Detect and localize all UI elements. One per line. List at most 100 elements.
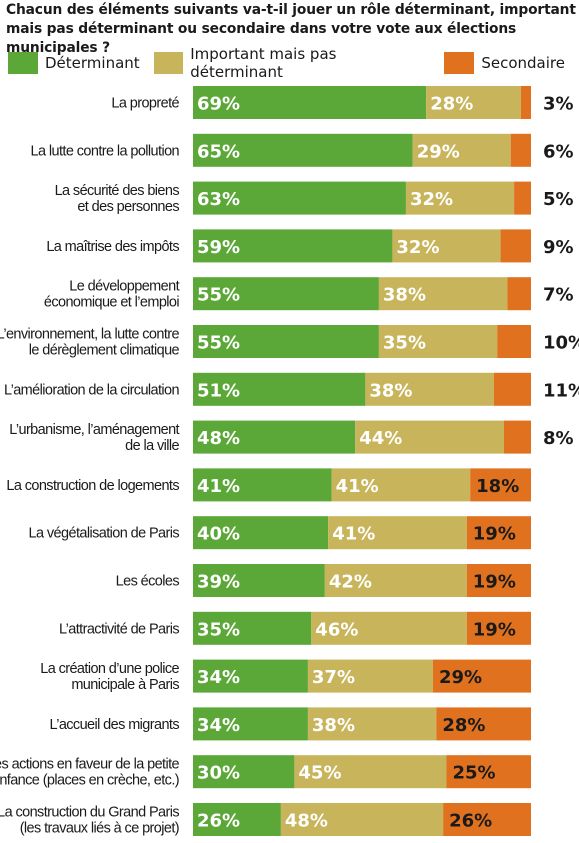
legend-swatch [153,52,184,74]
bar-segment [307,659,433,693]
data-label: 18% [476,476,519,497]
bar-segment [507,277,531,311]
data-label: 38% [383,285,426,306]
bar-segment [193,86,427,119]
data-label: 69% [197,94,240,115]
bar-segment [193,611,312,645]
data-label: 5% [543,189,574,210]
bar-segment [378,277,508,311]
category-label: et des personnes [77,199,179,215]
data-label: 55% [197,285,240,306]
bar-segment [311,611,467,645]
category-label: économique et l’emploi [44,295,179,311]
data-label: 26% [449,811,492,832]
data-label: 41% [336,476,379,497]
bar-segment [365,372,494,406]
bar-segment [510,133,531,167]
data-label: 63% [197,189,240,210]
data-label: 11% [543,380,579,401]
bar-segment [193,803,281,836]
category-label: L’urbanisme, l’aménagement [9,422,179,438]
data-label: 6% [543,141,574,162]
bar-segment [446,755,531,789]
bar-segment [193,564,325,597]
data-label: 41% [332,524,375,545]
bar-segment [331,468,471,502]
bar-segment [193,229,393,263]
category-label: L’environnement, la lutte contre [0,327,180,343]
data-label: 38% [369,380,412,401]
data-label: 38% [312,715,355,736]
data-label: 35% [197,619,240,640]
bar-segment [466,516,531,550]
bar-segment [193,707,308,741]
bar-segment [436,707,531,741]
category-label: Les actions en faveur de la petite [0,757,180,773]
bar-segment [193,133,413,167]
data-label: 55% [197,333,240,354]
bar-segment [193,755,295,789]
bar-segment [307,707,437,741]
data-label: 40% [197,524,240,545]
bar-segment [378,325,498,358]
bar-segment [514,181,531,215]
data-label: 41% [197,476,240,497]
data-label: 32% [396,237,439,258]
category-label: L’amélioration de la circulation [4,382,180,398]
legend-label: Secondaire [481,54,565,72]
bar-segment [193,325,379,358]
bar-segment [503,420,531,454]
data-label: 9% [543,237,574,258]
data-label: 8% [543,428,574,449]
legend: Déterminant Important mais pas déterminan… [8,45,579,81]
category-label: La lutte contre la pollution [31,143,180,159]
bar-segment [193,468,332,502]
legend-swatch [444,52,475,74]
legend-item: Important mais pas déterminant [153,45,431,81]
category-label: La création d’une police [40,661,179,677]
data-label: 48% [197,428,240,449]
data-label: 26% [197,811,240,832]
bar-segment [328,516,467,550]
data-label: 39% [197,572,240,593]
category-label: La propreté [111,96,179,112]
bar-segment [466,611,531,645]
bar-segment [443,803,531,836]
data-label: 65% [197,141,240,162]
bar-segment [405,181,515,215]
bar-segment [355,420,504,454]
data-label: 19% [473,524,516,545]
data-label: 48% [285,811,328,832]
bar-segment [412,133,511,167]
data-label: 34% [197,715,240,736]
category-label: La maîtrise des impôts [46,239,179,255]
category-label: Les écoles [116,574,180,590]
data-label: 46% [315,619,358,640]
category-label: (les travaux liés à ce projet) [20,821,179,837]
bar-segment [426,86,521,119]
legend-item: Secondaire [444,52,565,74]
bar-segment [520,86,531,119]
bar-segment [392,229,501,263]
category-label: L’attractivité de Paris [59,621,179,637]
bar-segment [497,325,531,358]
legend-label: Important mais pas déterminant [190,45,337,81]
bar-segment [193,277,379,311]
data-label: 10% [543,333,579,354]
bar-segment [193,181,406,215]
bar-segment [470,468,531,502]
category-label: municipale à Paris [71,677,179,693]
data-label: 19% [473,572,516,593]
category-label: le dérèglement climatique [29,343,180,359]
bar-segment [493,372,531,406]
data-label: 44% [359,428,402,449]
data-label: 35% [383,333,426,354]
legend-item: Déterminant [8,52,140,74]
data-label: 59% [197,237,240,258]
data-label: 42% [329,572,372,593]
bar-segment [466,564,531,597]
data-label: 30% [197,763,240,784]
legend-swatch [8,52,38,74]
data-label: 45% [298,763,341,784]
bar-segment [280,803,444,836]
